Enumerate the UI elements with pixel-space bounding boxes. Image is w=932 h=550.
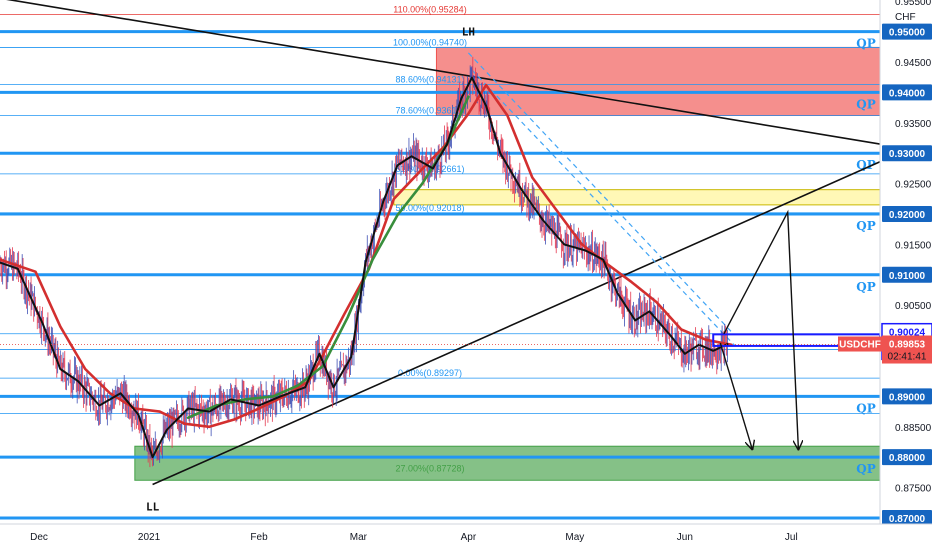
time-axis[interactable]: Dec 2021 Feb Mar Apr May Jun Jul (0, 523, 932, 550)
time-tick-label: Dec (30, 532, 48, 543)
qp-label: QP (856, 97, 875, 111)
qp-label: QP (856, 37, 875, 51)
price-level-tag[interactable] (882, 509, 932, 526)
trendline-resistance[interactable] (0, 0, 881, 145)
price-tick-label: 0.87500 (895, 484, 932, 495)
price-level-tag-label: 0.93000 (889, 149, 926, 160)
price-level-tag-label: 0.94000 (889, 88, 926, 99)
price-axis[interactable]: 0.95500 0.94500 0.93500 0.92500 0.91500 0.905… (838, 0, 932, 550)
fib-level-label: 88.60%(0.94131) (395, 75, 464, 85)
qp-label: QP (856, 280, 875, 294)
time-tick-label: Apr (461, 532, 477, 543)
price-level-tag[interactable] (882, 388, 932, 405)
dashed-channel-line[interactable] (467, 52, 732, 332)
time-axis-bg (0, 524, 932, 550)
scenario-arrow-1[interactable] (723, 209, 799, 449)
swing-label-lh: LH (462, 25, 475, 38)
last-price-tag[interactable] (882, 335, 932, 364)
qp-levels-layer: QPQPQPQPQPQPQPQP (0, 30, 880, 537)
time-tick-label: Jul (785, 532, 798, 543)
qp-label: QP (856, 219, 875, 233)
price-tick-label: 0.92500 (895, 180, 932, 191)
price-tick-label: 0.88500 (895, 423, 932, 434)
last-price-label: 0.89853 (889, 340, 926, 351)
time-tick-label: May (565, 532, 584, 543)
countdown-label: 02:41:41 (888, 352, 927, 363)
trendlines-layer (0, 0, 881, 486)
time-tick-label: Mar (350, 532, 368, 543)
fib-level-label: 27.00%(0.87728) (395, 464, 464, 474)
price-tick-label: 0.93500 (895, 119, 932, 130)
fib-level-label: 100.00%(0.94740) (393, 37, 467, 47)
zone-fib-zone[interactable] (393, 189, 881, 206)
currency-label: CHF (895, 12, 916, 23)
price-tag-upper-label: 0.90024 (889, 328, 926, 339)
price-level-tag-label: 0.88000 (889, 453, 926, 464)
price-level-tag[interactable] (882, 23, 932, 40)
symbol-tag-label: USDCHF (839, 340, 881, 351)
time-tick-label: Jun (677, 532, 693, 543)
fib-level-label: 110.00%(0.95284) (393, 5, 466, 15)
price-tick-label: 0.90500 (895, 301, 932, 312)
fib-level-label: 50.00%(0.92018) (395, 203, 464, 213)
qp-label: QP (856, 462, 875, 476)
series-layer (0, 56, 733, 468)
price-level-tag[interactable] (882, 266, 932, 283)
time-tick-label: 2021 (138, 532, 161, 543)
price-tick-label: 0.91500 (895, 240, 932, 251)
time-tick-label: Feb (250, 532, 268, 543)
price-level-tag[interactable] (882, 205, 932, 222)
qp-label: QP (856, 158, 875, 172)
price-level-tag-label: 0.87000 (889, 514, 926, 525)
swing-label-ll: LL (146, 501, 160, 514)
price-level-tag[interactable] (882, 84, 932, 101)
price-tick-label: 0.95500 (895, 0, 932, 8)
price-level-tag-label: 0.95000 (889, 28, 926, 39)
qp-label: QP (856, 401, 875, 415)
symbol-tag[interactable] (838, 336, 882, 352)
trendline-support[interactable] (152, 160, 881, 486)
fib-level-label: 78.60%(0.93616) (395, 106, 464, 116)
price-level-tag-label: 0.91000 (889, 271, 926, 282)
price-level-tag[interactable] (882, 145, 932, 162)
price-level-tag-label: 0.89000 (889, 392, 926, 403)
zone-demand[interactable] (134, 445, 881, 481)
series-line-2[interactable] (0, 76, 729, 459)
fib-level-label: 0.00%(0.89297) (398, 368, 462, 378)
scenario-arrow-0[interactable] (719, 342, 752, 449)
price-level-tag[interactable] (882, 449, 932, 466)
dashed-channel-line[interactable] (471, 69, 735, 346)
price-level-tag-label: 0.92000 (889, 210, 926, 221)
price-tick-label: 0.94500 (895, 58, 932, 69)
zone-supply[interactable] (435, 46, 881, 117)
